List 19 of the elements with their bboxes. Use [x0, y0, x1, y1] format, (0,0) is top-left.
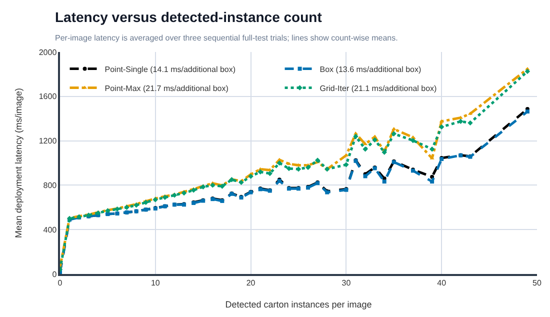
y-tick-label: 0	[52, 270, 58, 279]
y-tick-label: 2000	[38, 48, 58, 57]
y-tick-label: 400	[43, 225, 58, 234]
chart-title: Latency versus detected-instance count	[55, 9, 322, 26]
legend-label: Point-Single (14.1 ms/additional box)	[104, 64, 236, 74]
chart-subtitle: Per-image latency is averaged over three sequential full-test trials; lines show count-wise means.	[55, 33, 398, 42]
x-tick-label: 10	[150, 278, 160, 288]
x-tick-label: 20	[246, 278, 256, 288]
legend-label: Grid-Iter (21.1 ms/additional box)	[320, 84, 438, 93]
x-tick-label: 30	[342, 278, 352, 288]
x-tick-label: 40	[437, 278, 447, 288]
legend-label: Point-Max (21.7 ms/additional box)	[104, 84, 229, 93]
x-axis-title: Detected carton instances per image	[225, 300, 372, 310]
y-tick-label: 1200	[38, 136, 58, 146]
y-tick-label: 800	[43, 181, 58, 190]
y-axis-title: Mean deployment latency (ms/image)	[14, 88, 24, 238]
x-tick-label: 50	[532, 278, 542, 288]
y-tick-label: 1600	[38, 92, 58, 102]
legend-label: Box (13.6 ms/additional box)	[320, 64, 422, 74]
